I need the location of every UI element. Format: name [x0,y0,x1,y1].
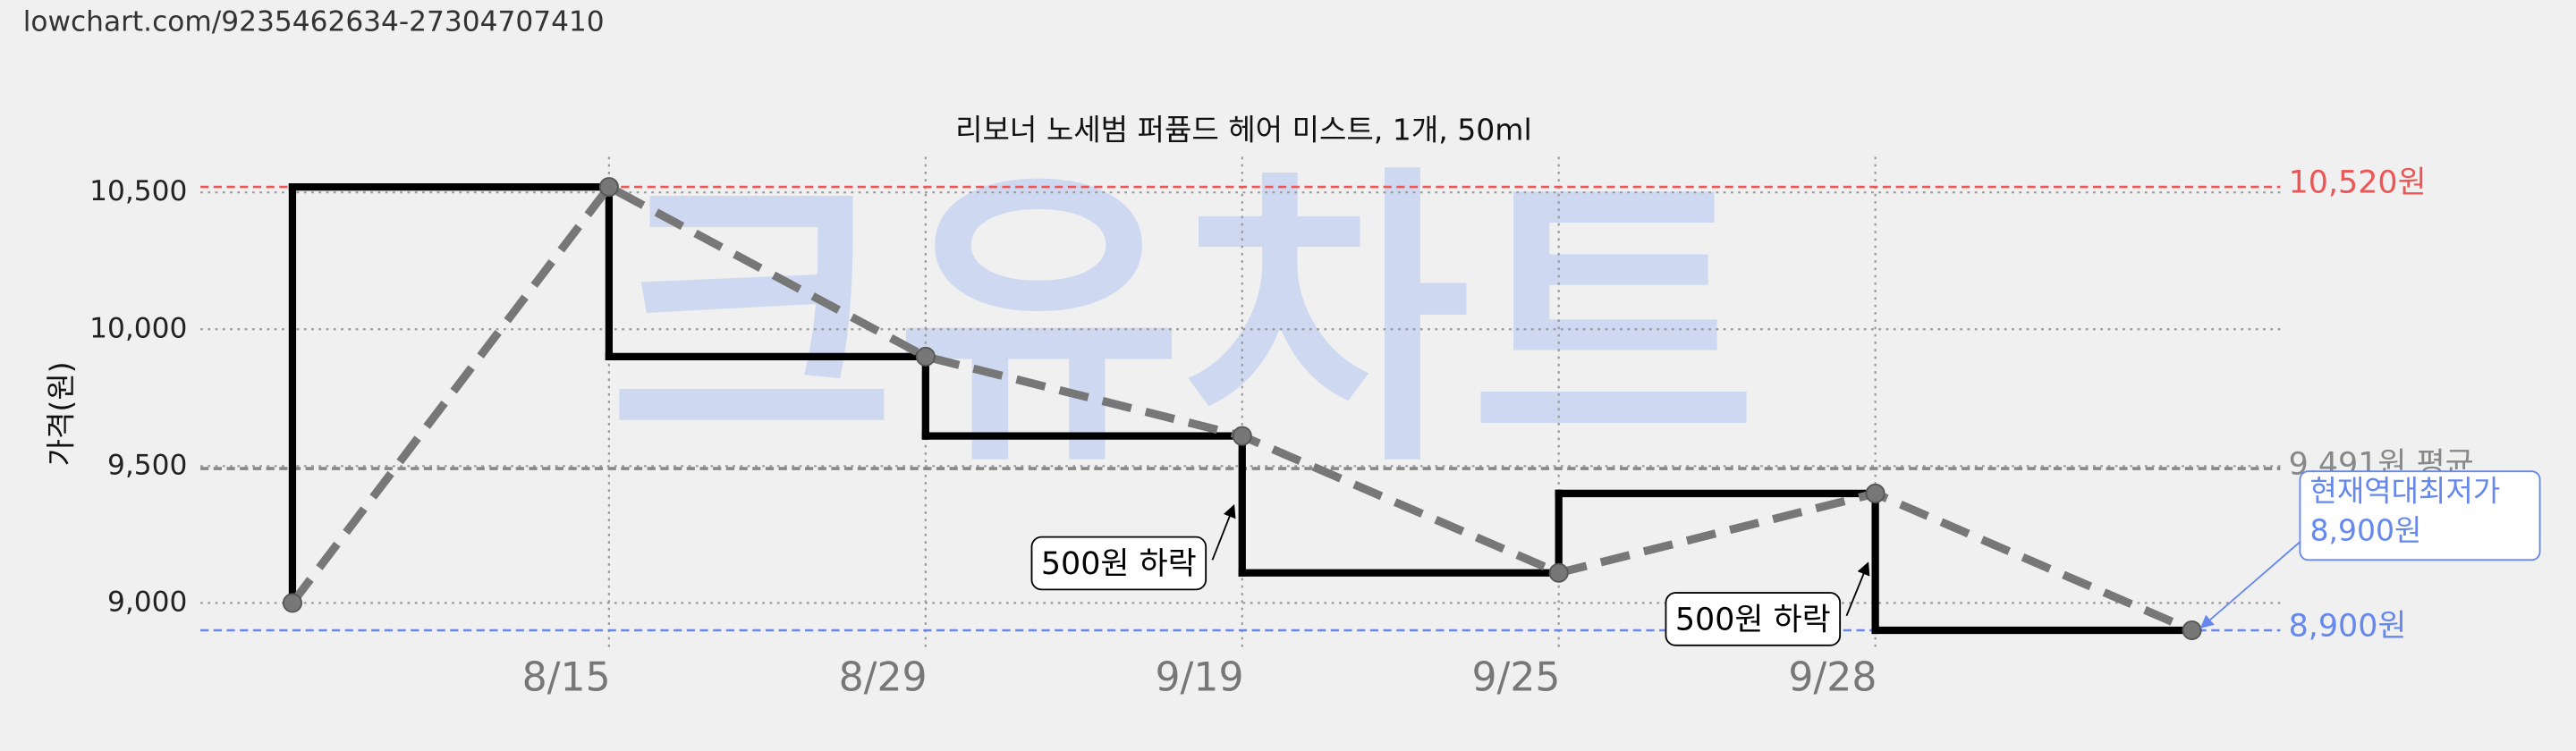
point-marker [915,346,936,367]
x-tick-label: 8/15 [522,654,611,700]
annotation-box [1030,536,1208,591]
x-tick-label: 8/29 [839,654,928,700]
annotation-text: 500원 하락 [1041,546,1197,582]
point-marker [2182,620,2202,641]
x-tick-label: 9/19 [1156,654,1244,700]
y-tick-label: 9,500 [107,449,187,481]
point-marker [1548,562,1569,583]
annotation-arrow [1211,504,1236,561]
x-tick-label: 9/28 [1788,654,1877,700]
watermark: 크유차트 [608,141,1757,504]
reference-label: 8,900원 [2289,608,2407,644]
annotation-box [1665,592,1842,646]
reference-label: 10,520원 [2289,165,2427,200]
callout-text: 현재역대최저가 [2309,474,2500,509]
point-marker [282,593,302,613]
annotation-arrow [1845,561,1870,617]
y-axis-label: 가격(원) [43,361,78,466]
chart-title: 리보너 노세범 퍼퓸드 헤어 미스트, 1개, 50ml [955,112,1532,147]
source-url: lowchart.com/9235462634-27304707410 [23,6,605,38]
callout-text: 8,900원 [2309,513,2421,548]
point-marker [1865,483,1885,503]
callout-box [2299,470,2541,561]
y-tick-label: 9,000 [107,586,187,618]
callout-arrow [2199,541,2301,629]
x-tick-label: 9/25 [1471,654,1560,700]
y-tick-label: 10,500 [89,175,187,207]
point-marker [1232,426,1252,446]
y-tick-label: 10,000 [89,312,187,344]
point-marker [598,177,619,198]
annotation-text: 500원 하락 [1675,602,1831,637]
